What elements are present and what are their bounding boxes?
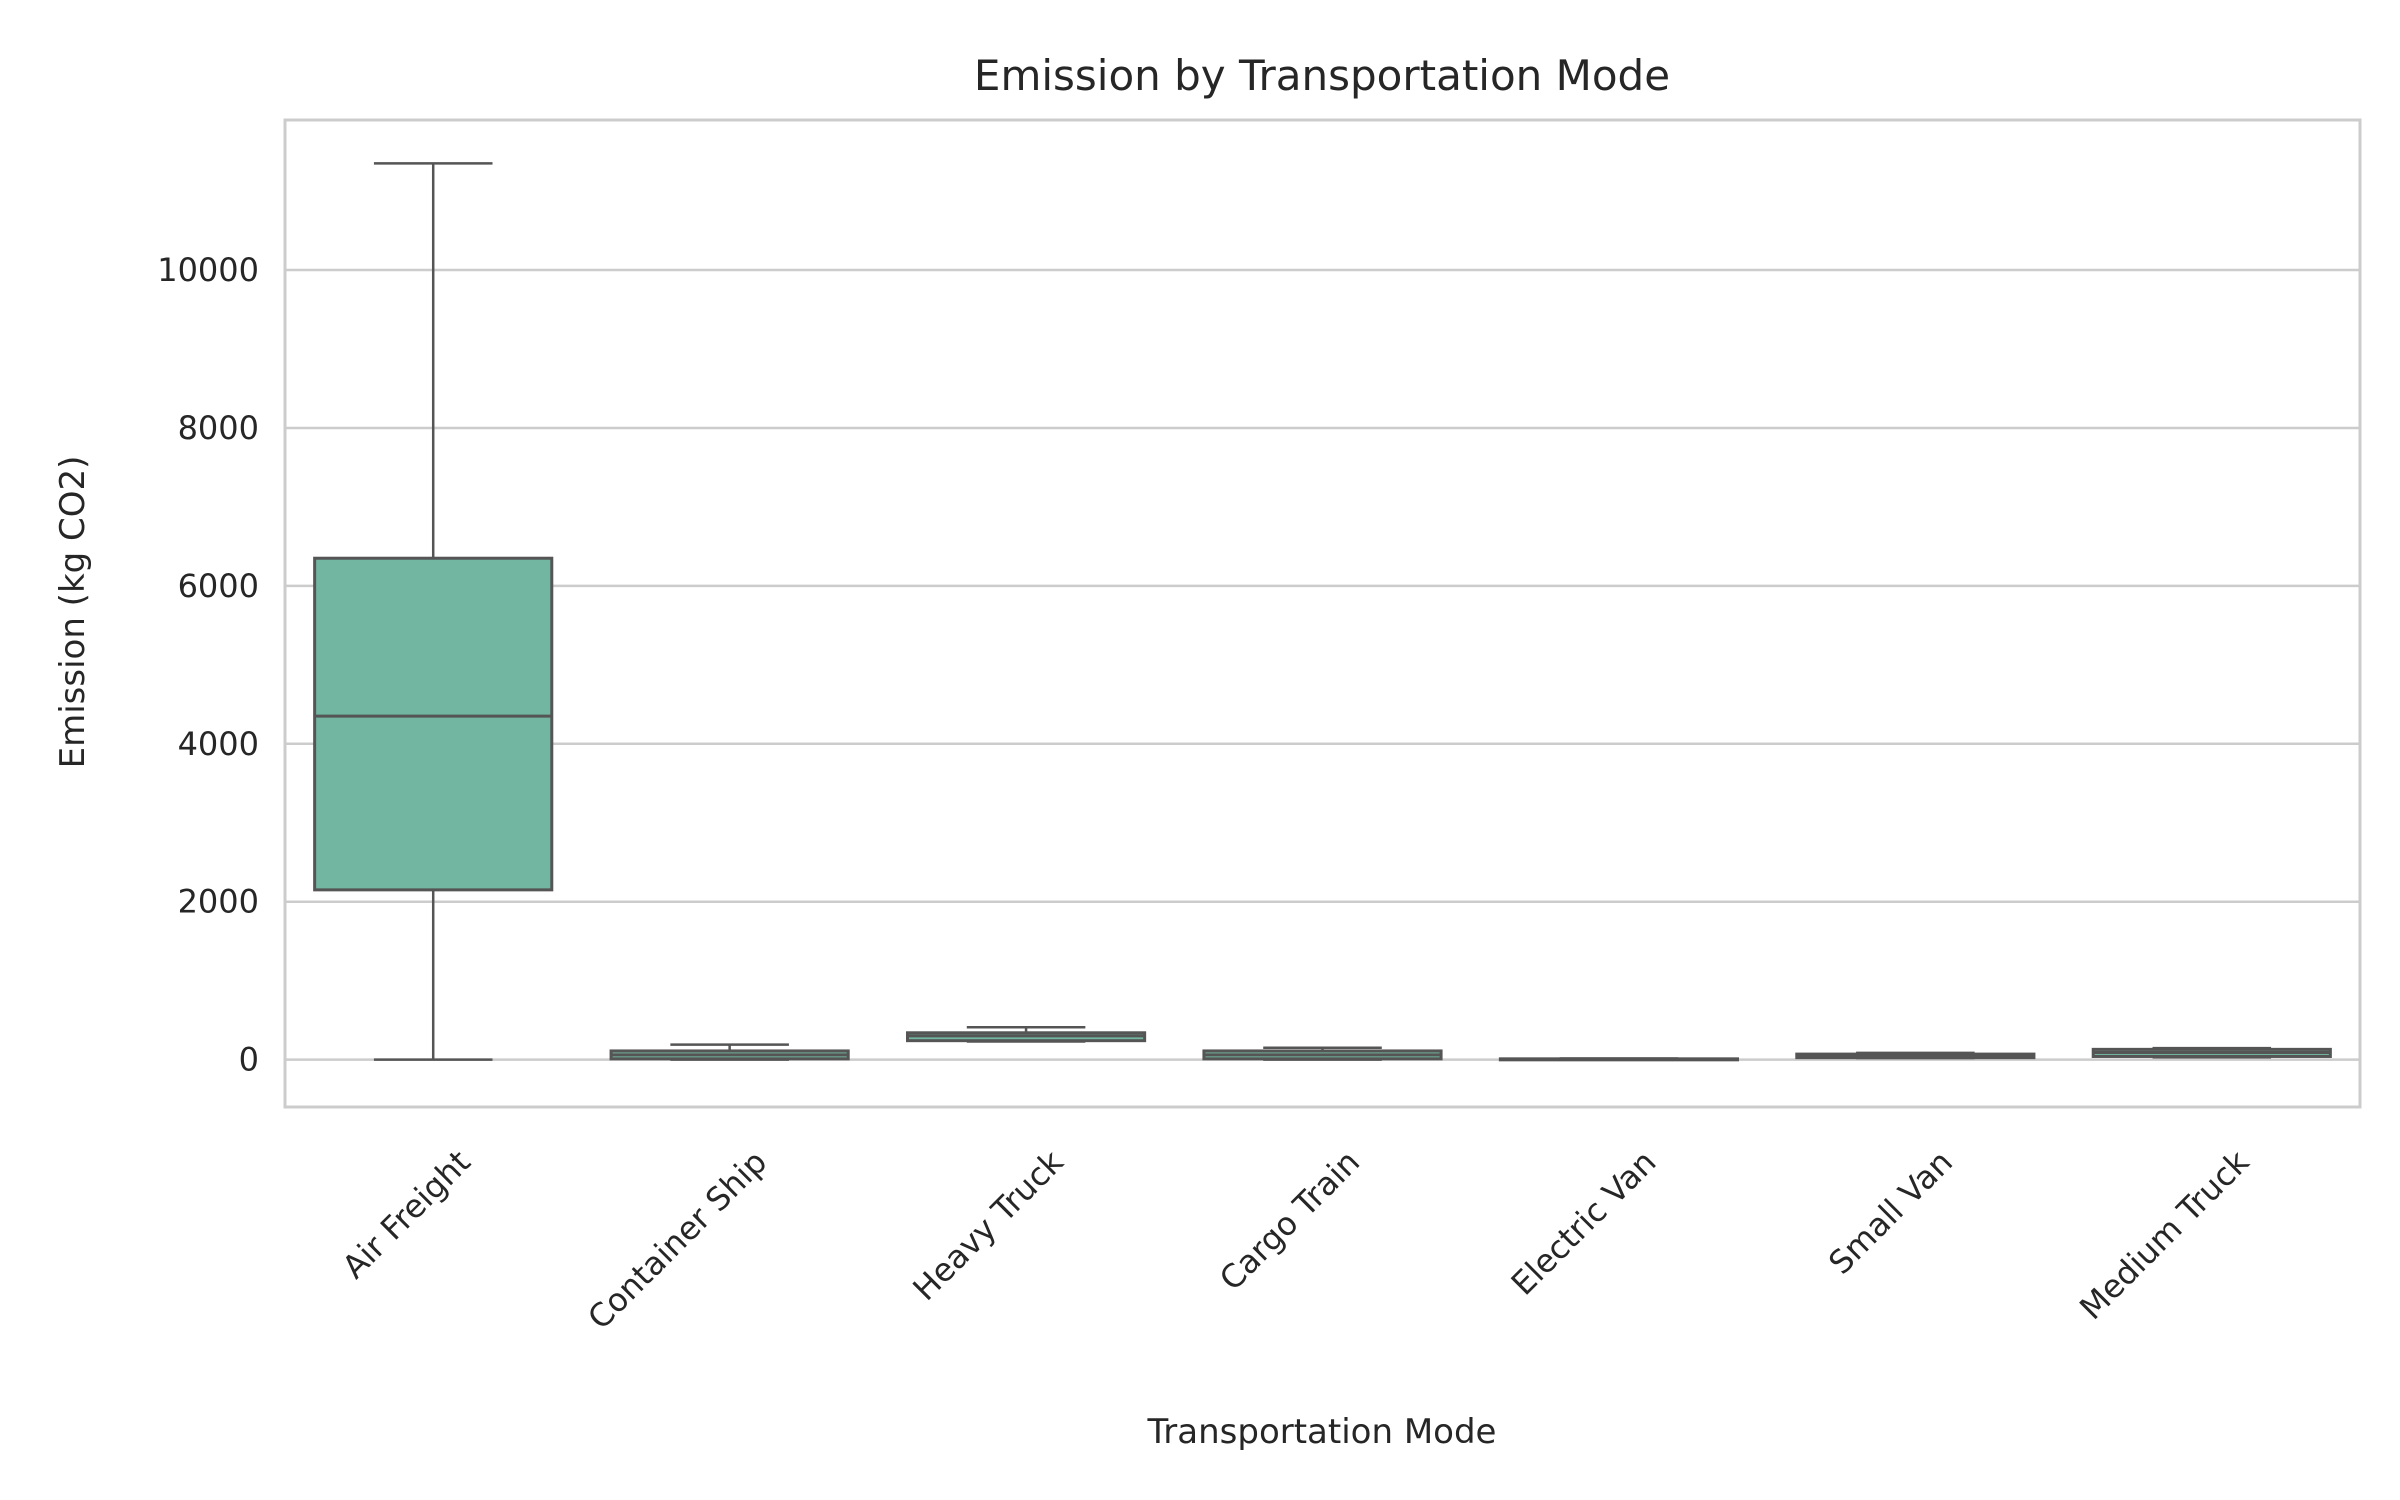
x-axis-label: Transportation Mode	[1147, 1412, 1497, 1452]
y-tick-2000: 2000	[178, 883, 259, 921]
box-iqr	[313, 556, 554, 892]
y-tick-labels: 0 2000 4000 6000 8000 10000	[157, 251, 259, 1079]
y-tick-6000: 6000	[178, 567, 259, 605]
box-plots	[313, 162, 2332, 1062]
y-axis-label: Emission (kg CO2)	[53, 456, 93, 769]
y-tick-0: 0	[239, 1041, 259, 1079]
box-small-van	[1795, 1051, 2036, 1060]
box-electric-van	[1498, 1057, 1740, 1062]
box-air-freight	[313, 162, 554, 1061]
plot-frame	[283, 118, 2362, 1109]
box-medium-truck	[2091, 1046, 2332, 1059]
box-container-ship	[609, 1043, 850, 1061]
y-tick-8000: 8000	[178, 409, 259, 447]
y-tick-10000: 10000	[157, 251, 259, 289]
chart-title: Emission by Transportation Mode	[974, 51, 1670, 100]
y-tick-4000: 4000	[178, 725, 259, 763]
box-heavy-truck	[906, 1026, 1147, 1043]
box-cargo-train	[1202, 1046, 1443, 1061]
